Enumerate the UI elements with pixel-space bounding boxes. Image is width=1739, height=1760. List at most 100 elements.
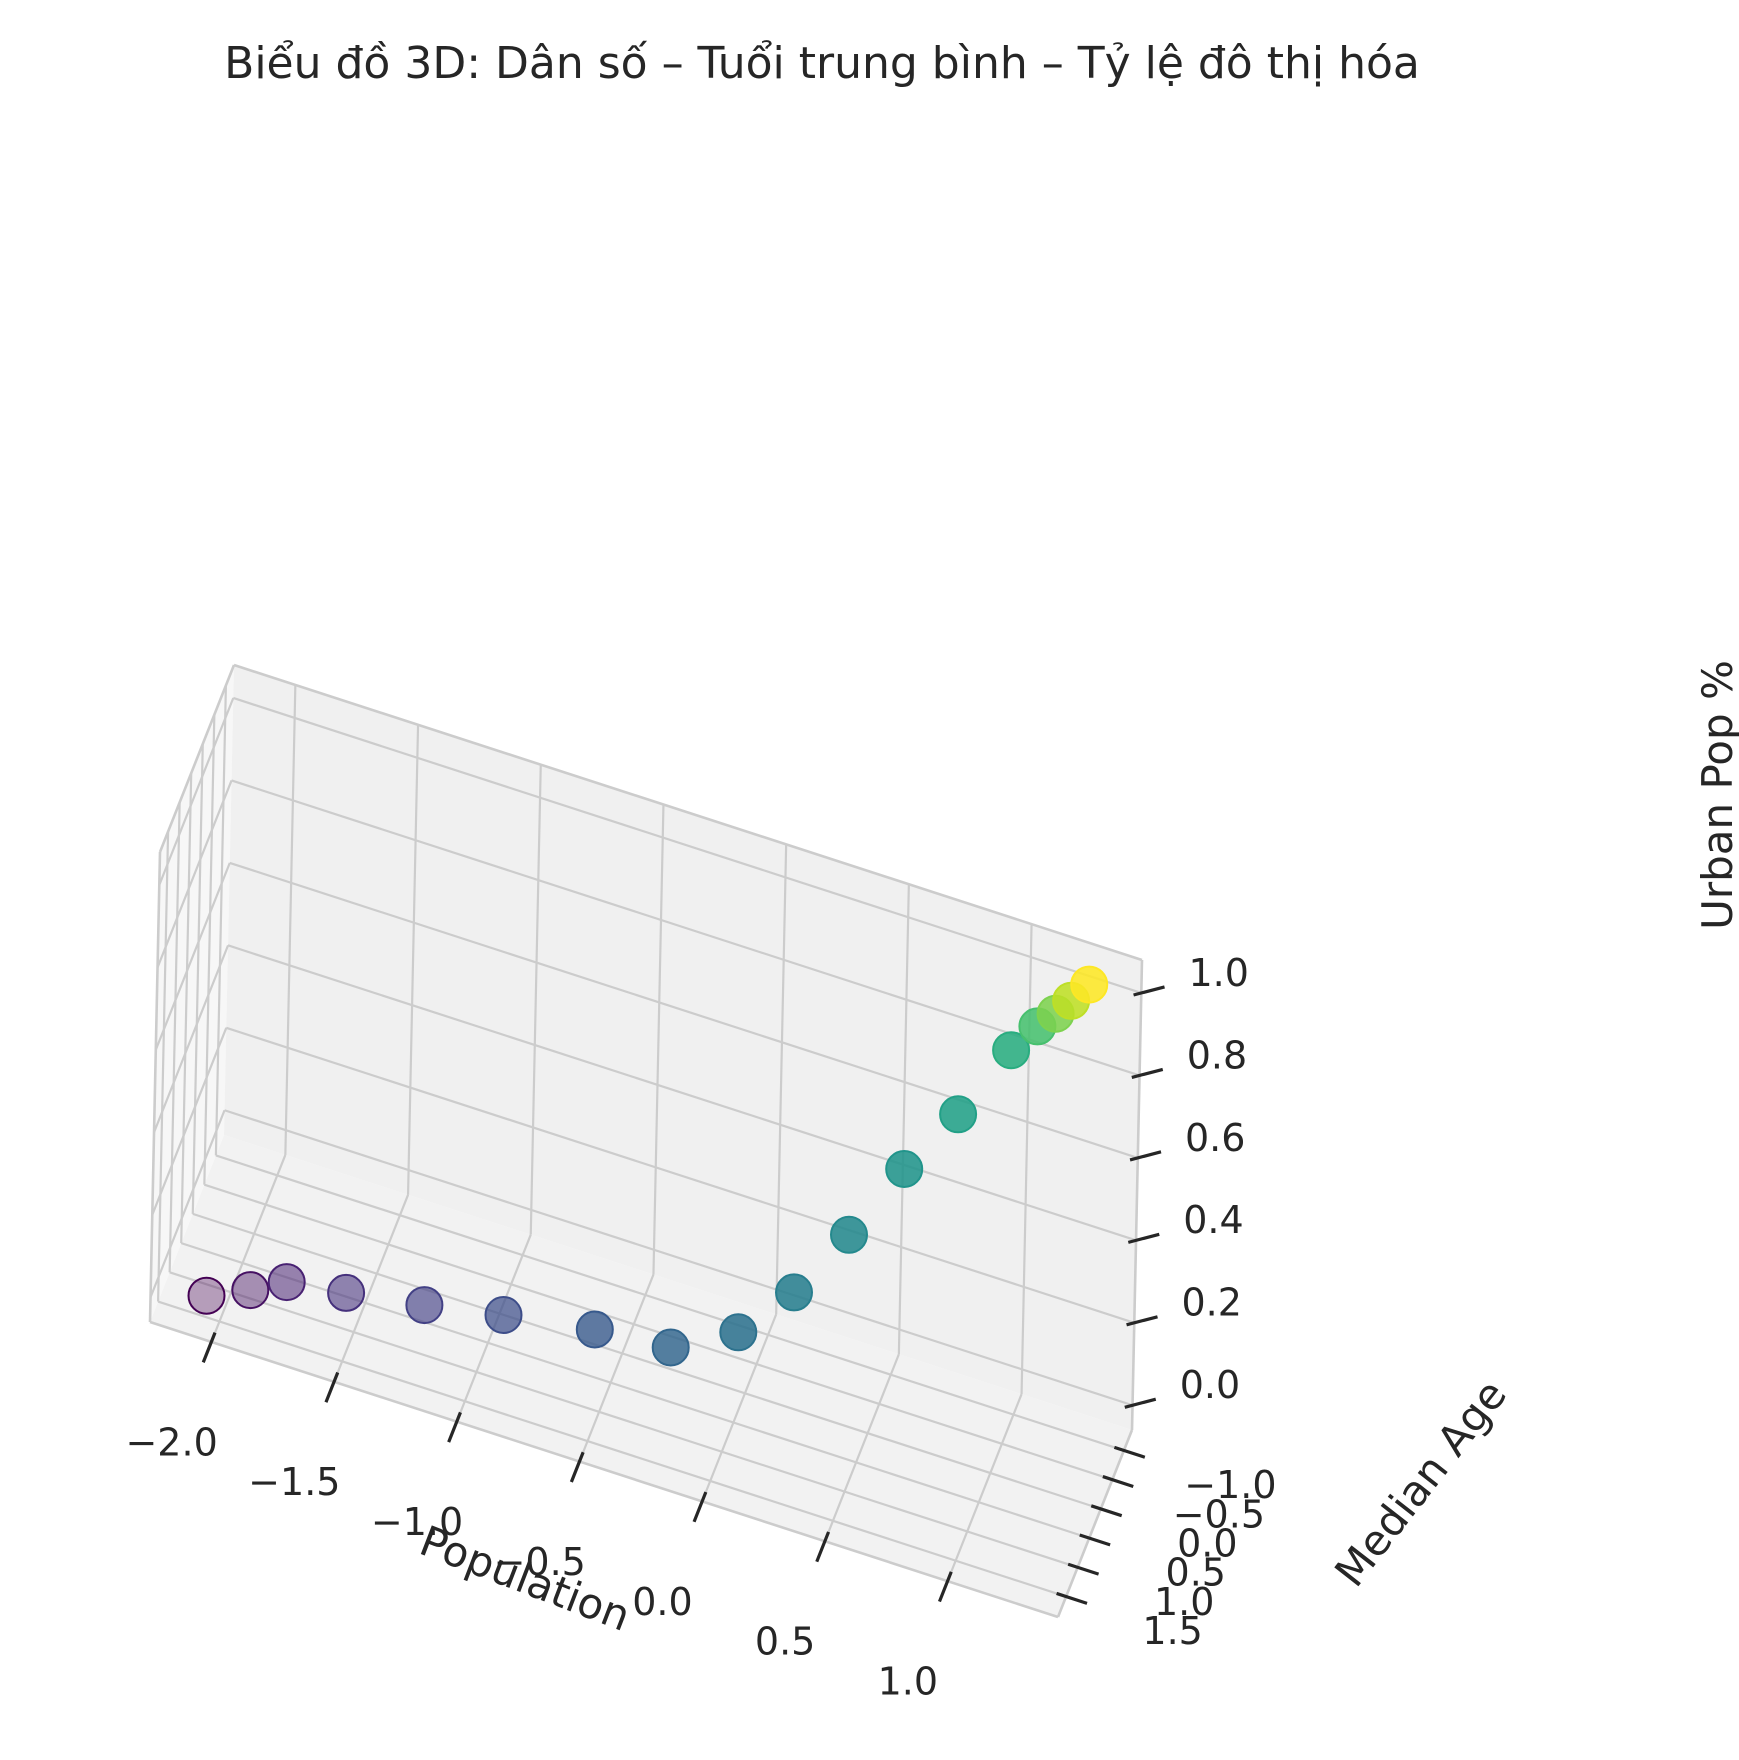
data-point — [1070, 965, 1109, 1004]
grid-line-y-left — [156, 831, 170, 1302]
grid-line-x-back — [775, 844, 788, 1315]
y-tick — [1113, 1445, 1146, 1459]
grid-line-z-back — [225, 1026, 1135, 1324]
data-point — [651, 1328, 690, 1367]
grid-line-x-back — [897, 884, 910, 1355]
z-axis-line — [1130, 959, 1144, 1431]
grid-line-y-left — [203, 714, 216, 1185]
tick-labels: −2.0−1.5−1.0−0.50.00.51.0−1.0−0.50.00.51… — [125, 951, 1276, 1704]
y-tick-label: 1.0 — [1154, 1580, 1214, 1624]
data-point — [939, 1095, 978, 1134]
z-axis-label: Urban Pop % — [1693, 660, 1739, 930]
grid-line-y-floor — [192, 1212, 1102, 1510]
data-point — [719, 1313, 758, 1352]
grid-line-z-left — [149, 1109, 226, 1298]
x-tick-label: −2.0 — [125, 1420, 217, 1464]
x-tick — [447, 1411, 462, 1443]
grid-line-y-floor — [157, 1300, 1067, 1598]
grid-line-z-back — [232, 696, 1142, 995]
y-tick-label: 0.5 — [1166, 1551, 1226, 1595]
z-tick-label: 0.2 — [1181, 1281, 1241, 1325]
chart-title: Biểu đồ 3D: Dân số – Tuổi trung bình – T… — [224, 38, 1420, 89]
back-pane-top-edge — [233, 663, 1143, 962]
x-tick — [201, 1332, 217, 1363]
left-pane-edge — [148, 851, 162, 1323]
y-tick — [1067, 1562, 1100, 1576]
tick-marks — [201, 985, 1165, 1605]
grid-line-x-back — [406, 724, 420, 1195]
y-tick-label: −1.0 — [1184, 1463, 1276, 1507]
x-tick — [937, 1571, 953, 1603]
x-tick — [324, 1371, 340, 1403]
grid-line-y-floor — [169, 1271, 1078, 1569]
grid-line-z-left — [158, 697, 235, 886]
z-tick-label: 1.0 — [1189, 951, 1249, 995]
grid-line-x-back — [652, 804, 665, 1275]
grid-lines — [149, 684, 1142, 1598]
x-tick — [692, 1491, 708, 1523]
y-axis-line — [1056, 1429, 1134, 1618]
grid-line-x-floor — [210, 1154, 287, 1343]
data-points — [187, 965, 1109, 1367]
data-point — [405, 1286, 444, 1325]
z-tick-label: 0.8 — [1187, 1033, 1247, 1077]
x-axis-line — [149, 1320, 1059, 1619]
grid-line-x-floor — [823, 1353, 900, 1542]
data-point — [187, 1276, 226, 1315]
data-point — [830, 1215, 868, 1254]
y-tick — [1102, 1475, 1134, 1488]
left-pane-top-edge — [158, 664, 236, 853]
data-point — [885, 1150, 924, 1188]
grid-line-x-floor — [701, 1313, 778, 1502]
axis-edges — [148, 663, 1144, 1619]
grid-line-x-back — [529, 764, 542, 1235]
grid-line-z-left — [151, 1027, 228, 1216]
data-point — [327, 1273, 366, 1312]
data-point — [575, 1310, 614, 1349]
grid-line-y-floor — [204, 1183, 1113, 1481]
x-tick-label: −1.5 — [248, 1460, 340, 1504]
y-axis-label: Median Age — [1325, 1371, 1516, 1596]
data-point — [775, 1273, 813, 1312]
data-point — [231, 1271, 270, 1310]
grid-line-z-back — [227, 944, 1137, 1242]
x-tick-label: 0.0 — [632, 1580, 692, 1624]
z-tick — [1133, 985, 1165, 997]
z-tick — [1126, 1315, 1158, 1327]
grid-line-x-floor — [578, 1274, 655, 1462]
grid-line-y-left — [214, 685, 228, 1156]
floor-pane — [150, 1135, 1132, 1617]
data-point — [267, 1263, 306, 1302]
x-axis-label: Population — [413, 1516, 637, 1641]
grid-line-x-floor — [333, 1194, 410, 1383]
grid-line-z-back — [231, 779, 1140, 1077]
x-tick-label: −1.0 — [371, 1500, 463, 1544]
grid-line-x-back — [284, 684, 297, 1155]
x-tick-label: −0.5 — [494, 1540, 586, 1584]
y-tick — [1079, 1533, 1111, 1547]
grid-line-x-back — [1020, 924, 1033, 1395]
z-tick-label: 0.6 — [1185, 1116, 1245, 1160]
grid-line-z-left — [154, 862, 231, 1051]
x-tick — [815, 1531, 831, 1563]
x-tick-label: 1.0 — [878, 1660, 938, 1704]
grid-line-y-floor — [215, 1154, 1125, 1452]
z-tick — [1129, 1150, 1162, 1162]
data-point — [992, 1031, 1031, 1070]
z-tick — [1127, 1232, 1160, 1244]
y-tick-label: −0.5 — [1173, 1492, 1265, 1536]
grid-line-z-left — [156, 780, 233, 968]
back-pane — [224, 665, 1142, 1430]
x-tick-label: 0.5 — [755, 1620, 815, 1664]
grid-line-y-left — [191, 743, 204, 1214]
y-tick — [1056, 1591, 1088, 1605]
x-tick — [569, 1451, 585, 1483]
y-tick — [1090, 1504, 1123, 1518]
grid-line-x-floor — [946, 1393, 1023, 1582]
grid-line-y-left — [168, 802, 181, 1273]
grid-line-z-back — [224, 1109, 1133, 1407]
y-tick-label: 1.5 — [1142, 1609, 1202, 1653]
z-tick — [1131, 1067, 1164, 1080]
